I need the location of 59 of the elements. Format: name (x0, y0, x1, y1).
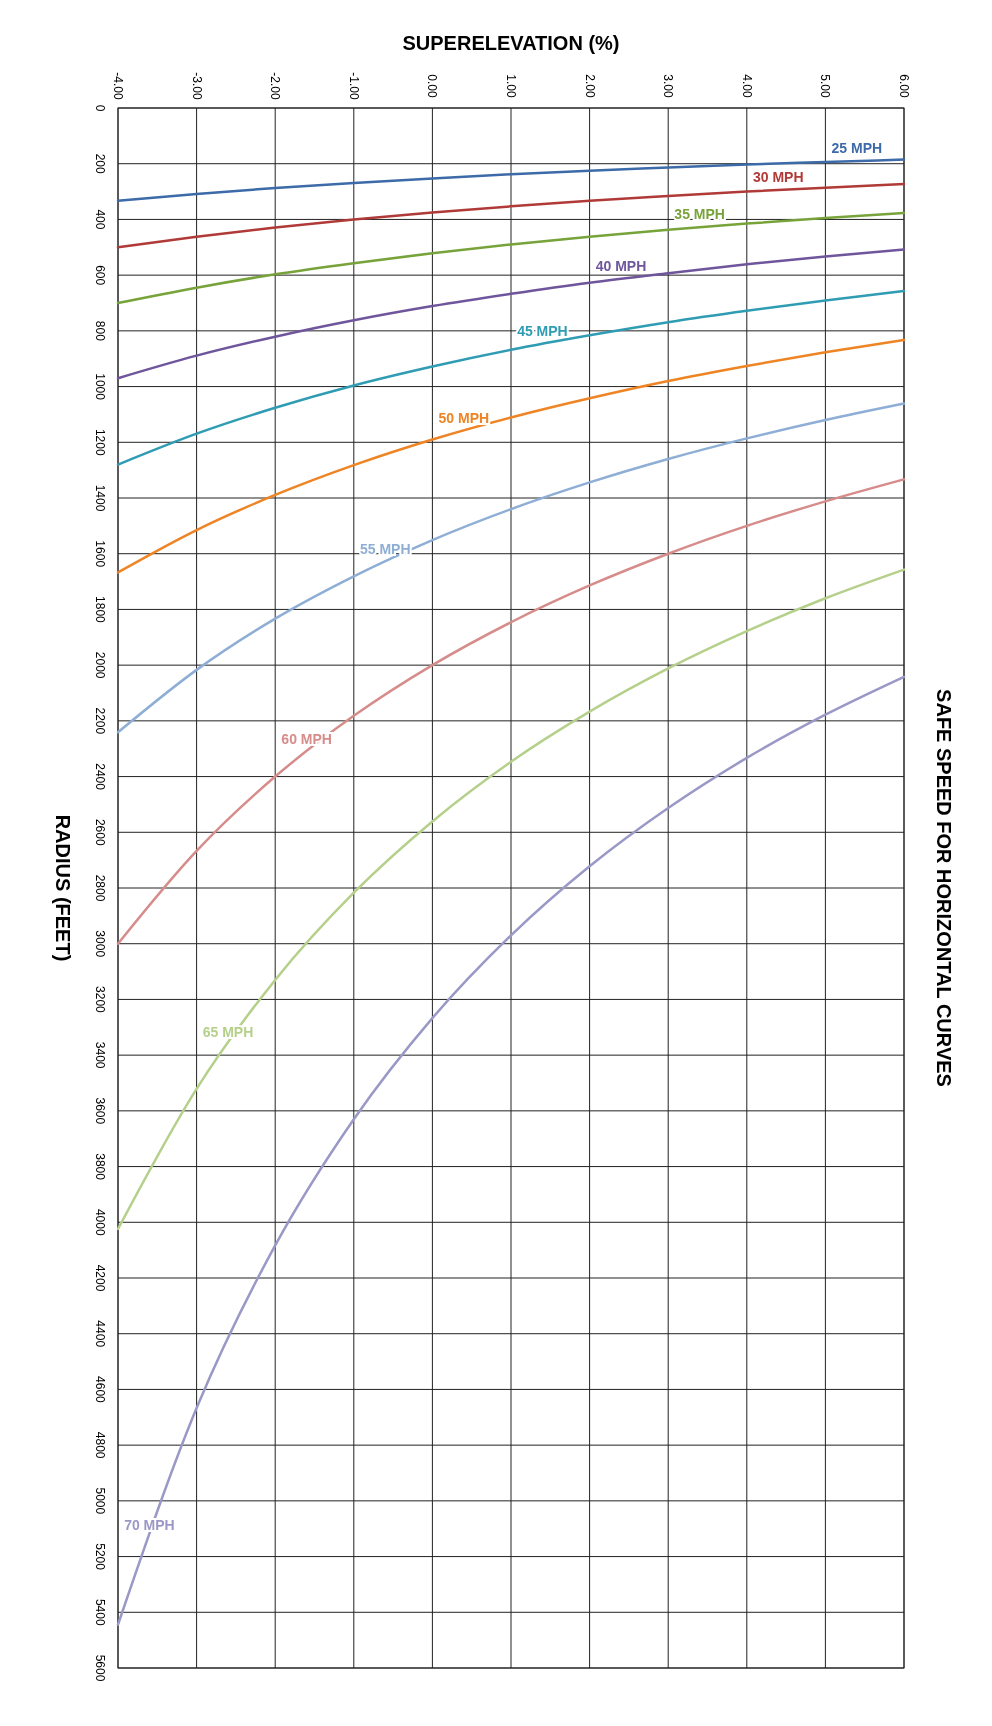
series-label: 25 MPH (831, 140, 883, 157)
x-tick-label: 6.00 (897, 74, 911, 98)
line-series (116, 402, 906, 734)
y-tick-label: 4800 (93, 1431, 107, 1459)
line-series (116, 568, 906, 1231)
y-tick-label: 2600 (93, 818, 107, 846)
y-tick-label: 200 (93, 153, 107, 175)
y-tick-label: 800 (93, 320, 107, 342)
y-tick-label: 2800 (93, 874, 107, 902)
y-tick-label: 4400 (93, 1320, 107, 1348)
x-tick-label: 0.00 (425, 74, 440, 98)
x-tick-label: -2.00 (268, 72, 283, 100)
y-tick-label: 1200 (93, 428, 107, 456)
y-tick-label: 0 (93, 104, 107, 112)
line-series (116, 158, 906, 203)
line-series (116, 338, 906, 574)
x-tick-label: 3.00 (661, 74, 676, 98)
x-tick-label: 5.00 (818, 74, 833, 98)
y-tick-label: 4000 (93, 1208, 107, 1236)
y-tick-label: 1800 (93, 596, 107, 624)
series-label: 35 MPH (674, 206, 725, 223)
x-tick-label: 2.00 (582, 74, 597, 98)
x-tick-label: -4.00 (111, 72, 125, 100)
x-tick-label: -3.00 (189, 72, 204, 100)
series-label: 50 MPH (438, 409, 490, 426)
x-tick-label: 1.00 (504, 74, 518, 98)
y-tick-label: 600 (93, 265, 107, 286)
y-axis-title: RADIUS (FEET) (52, 814, 74, 962)
line-series (116, 478, 906, 945)
y-tick-label: 400 (93, 209, 107, 230)
y-tick-label: 2000 (93, 651, 107, 679)
x-tick-label: -1.00 (346, 72, 361, 100)
y-tick-label: 3600 (93, 1097, 107, 1125)
line-series (116, 182, 906, 249)
y-tick-label: 3000 (93, 930, 107, 958)
line-series (116, 675, 906, 1626)
line-series (116, 211, 906, 305)
y-tick-label: 5200 (93, 1543, 107, 1571)
y-tick-label: 4200 (93, 1264, 107, 1292)
line-series (116, 289, 906, 466)
series-label: 30 MPH (752, 169, 804, 186)
series-label: 55 MPH (359, 540, 411, 557)
y-tick-label: 5400 (93, 1598, 107, 1626)
y-tick-label: 5600 (93, 1654, 107, 1682)
y-tick-label: 5000 (93, 1487, 107, 1515)
y-tick-label: 2200 (93, 707, 107, 735)
text: SAFE SPEED FOR HORIZONTAL CURVES (933, 689, 955, 1087)
line-series (116, 248, 906, 380)
y-tick-label: 4600 (93, 1376, 107, 1404)
y-tick-label: 3400 (93, 1041, 107, 1069)
y-tick-label: 2400 (93, 763, 107, 791)
y-tick-label: 3200 (93, 986, 107, 1014)
y-tick-label: 1400 (93, 484, 107, 512)
y-tick-label: 1000 (93, 373, 107, 401)
series-label: 40 MPH (595, 257, 647, 274)
x-tick-label: 4.00 (739, 74, 754, 98)
y-tick-label: 1600 (93, 540, 107, 568)
x-axis-title: SUPERELEVATION (%) (402, 32, 620, 54)
y-tick-label: 3800 (93, 1153, 107, 1181)
